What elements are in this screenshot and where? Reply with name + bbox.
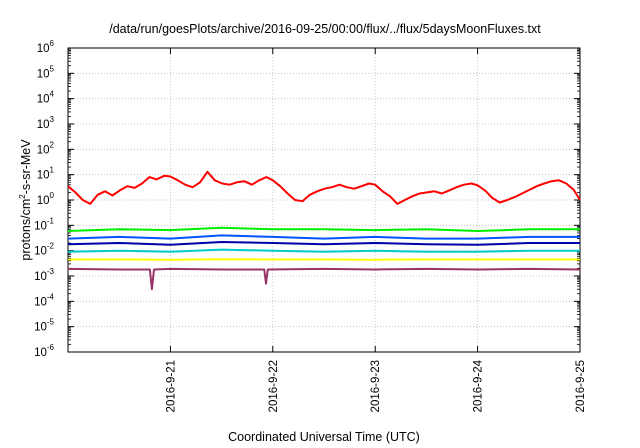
y-tick-label: 101 bbox=[37, 166, 55, 182]
series-line-1 bbox=[67, 170, 581, 205]
y-tick-label: 10-6 bbox=[34, 343, 54, 359]
chart-title: /data/run/goesPlots/archive/2016-09-25/0… bbox=[109, 22, 541, 36]
y-tick-label: 10-3 bbox=[34, 267, 54, 283]
x-tick-label: 2016-9-21 bbox=[165, 360, 177, 412]
series-line-6 bbox=[68, 258, 580, 261]
y-axis-label-base: protons/cm bbox=[19, 199, 33, 261]
series-line-4 bbox=[67, 241, 580, 246]
x-tick-label: 2016-9-25 bbox=[575, 360, 587, 412]
y-tick-label: 103 bbox=[37, 115, 55, 131]
series-line-3 bbox=[67, 234, 580, 240]
y-tick-label: 10-5 bbox=[34, 318, 54, 334]
y-tick-label: 10-2 bbox=[34, 242, 54, 258]
series-line-5 bbox=[67, 248, 580, 253]
gridlines bbox=[68, 48, 580, 352]
y-tick-label: 104 bbox=[37, 90, 55, 106]
y-tick-label: 10-4 bbox=[34, 292, 54, 308]
series-group bbox=[67, 170, 581, 291]
y-axis-label-rest: -s-sr-MeV bbox=[19, 139, 33, 195]
y-axis: 10-6 10-5 10-4 10-3 10-2 10-1 100 101 102 103 104 1… bbox=[34, 39, 580, 359]
y-axis-label: protons/cm2-s-sr-MeV bbox=[18, 139, 33, 261]
x-tick-label: 2016-9-24 bbox=[473, 359, 485, 412]
y-tick-label: 106 bbox=[37, 39, 55, 55]
x-tick-label: 2016-9-23 bbox=[370, 360, 382, 412]
series-line-2 bbox=[67, 226, 580, 232]
series-line-7 bbox=[67, 267, 581, 291]
x-axis: 2016-9-21 2016-9-22 2016-9-23 2016-9-24 2016… bbox=[165, 48, 587, 412]
x-tick-label: 2016-9-22 bbox=[268, 360, 280, 412]
y-tick-label: 102 bbox=[37, 140, 55, 156]
y-tick-label: 10-1 bbox=[34, 216, 54, 232]
y-axis-label-exp: 2 bbox=[18, 194, 27, 199]
y-tick-label: 100 bbox=[37, 191, 55, 207]
x-axis-label: Coordinated Universal Time (UTC) bbox=[228, 430, 420, 444]
y-tick-label: 105 bbox=[37, 64, 55, 80]
